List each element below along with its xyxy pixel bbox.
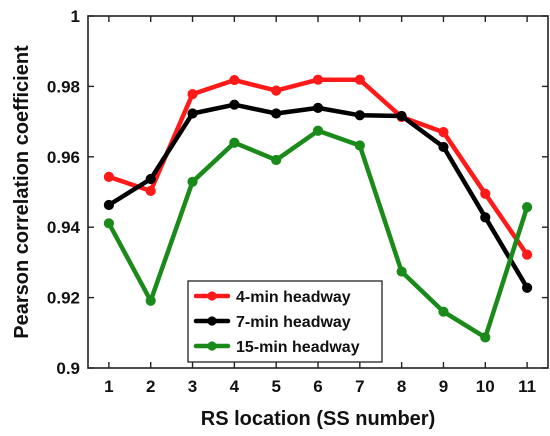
x-tick-label: 9 (439, 377, 448, 396)
data-point (438, 141, 449, 153)
data-point (187, 108, 198, 119)
legend-swatch-marker (207, 341, 217, 351)
data-point (187, 89, 198, 100)
data-point (438, 127, 449, 138)
data-point (312, 74, 324, 85)
x-tick-label: 2 (146, 377, 155, 396)
data-point (103, 199, 115, 211)
legend-label: 4-min headway (236, 289, 351, 306)
data-point (354, 140, 365, 151)
x-axis-title: RS location (SS number) (201, 408, 435, 430)
x-tick-label: 6 (313, 377, 322, 396)
data-point (480, 188, 491, 199)
legend-label: 7-min headway (236, 314, 351, 331)
data-point (396, 266, 407, 277)
x-tick-label: 8 (397, 377, 406, 396)
x-tick-label: 11 (518, 377, 536, 396)
data-point (103, 171, 115, 182)
data-point (480, 332, 491, 343)
data-point (271, 108, 282, 119)
data-point (229, 137, 240, 148)
data-point (145, 185, 156, 197)
data-point (438, 306, 449, 317)
data-point (521, 282, 533, 293)
data-point (312, 125, 324, 136)
data-point (187, 176, 198, 187)
legend-swatch-marker (207, 316, 217, 326)
legend-swatch-marker (207, 291, 217, 301)
data-point (229, 74, 240, 86)
y-tick-label: 0.96 (47, 148, 80, 167)
y-axis-title-group: Pearson correlation coefficient (11, 45, 33, 339)
y-tick-label: 0.92 (47, 289, 80, 308)
data-point (354, 74, 365, 85)
data-point (354, 110, 365, 121)
y-axis-title: Pearson correlation coefficient (11, 45, 33, 339)
y-tick-label: 0.94 (47, 218, 81, 237)
data-point (521, 249, 533, 260)
y-tick-label: 0.98 (47, 77, 80, 96)
data-point (271, 85, 282, 96)
data-point (145, 295, 156, 306)
data-point (271, 154, 282, 166)
x-tick-label: 10 (476, 377, 495, 396)
data-point (103, 218, 115, 229)
legend-label: 15-min headway (236, 339, 360, 356)
data-point (229, 99, 240, 110)
legend: 4-min headway 7-min headway 15-min headway (187, 280, 383, 363)
data-point (396, 110, 407, 122)
x-tick-label: 4 (230, 377, 240, 396)
x-tick-label: 7 (355, 377, 364, 396)
data-point (480, 212, 491, 223)
y-tick-label: 0.9 (56, 359, 80, 378)
y-tick-label: 1 (71, 7, 80, 26)
x-tick-label: 1 (104, 377, 113, 396)
data-point (521, 202, 533, 213)
x-tick-label: 5 (271, 377, 280, 396)
x-tick-label: 3 (188, 377, 197, 396)
data-point (312, 102, 324, 113)
data-point (145, 173, 156, 185)
